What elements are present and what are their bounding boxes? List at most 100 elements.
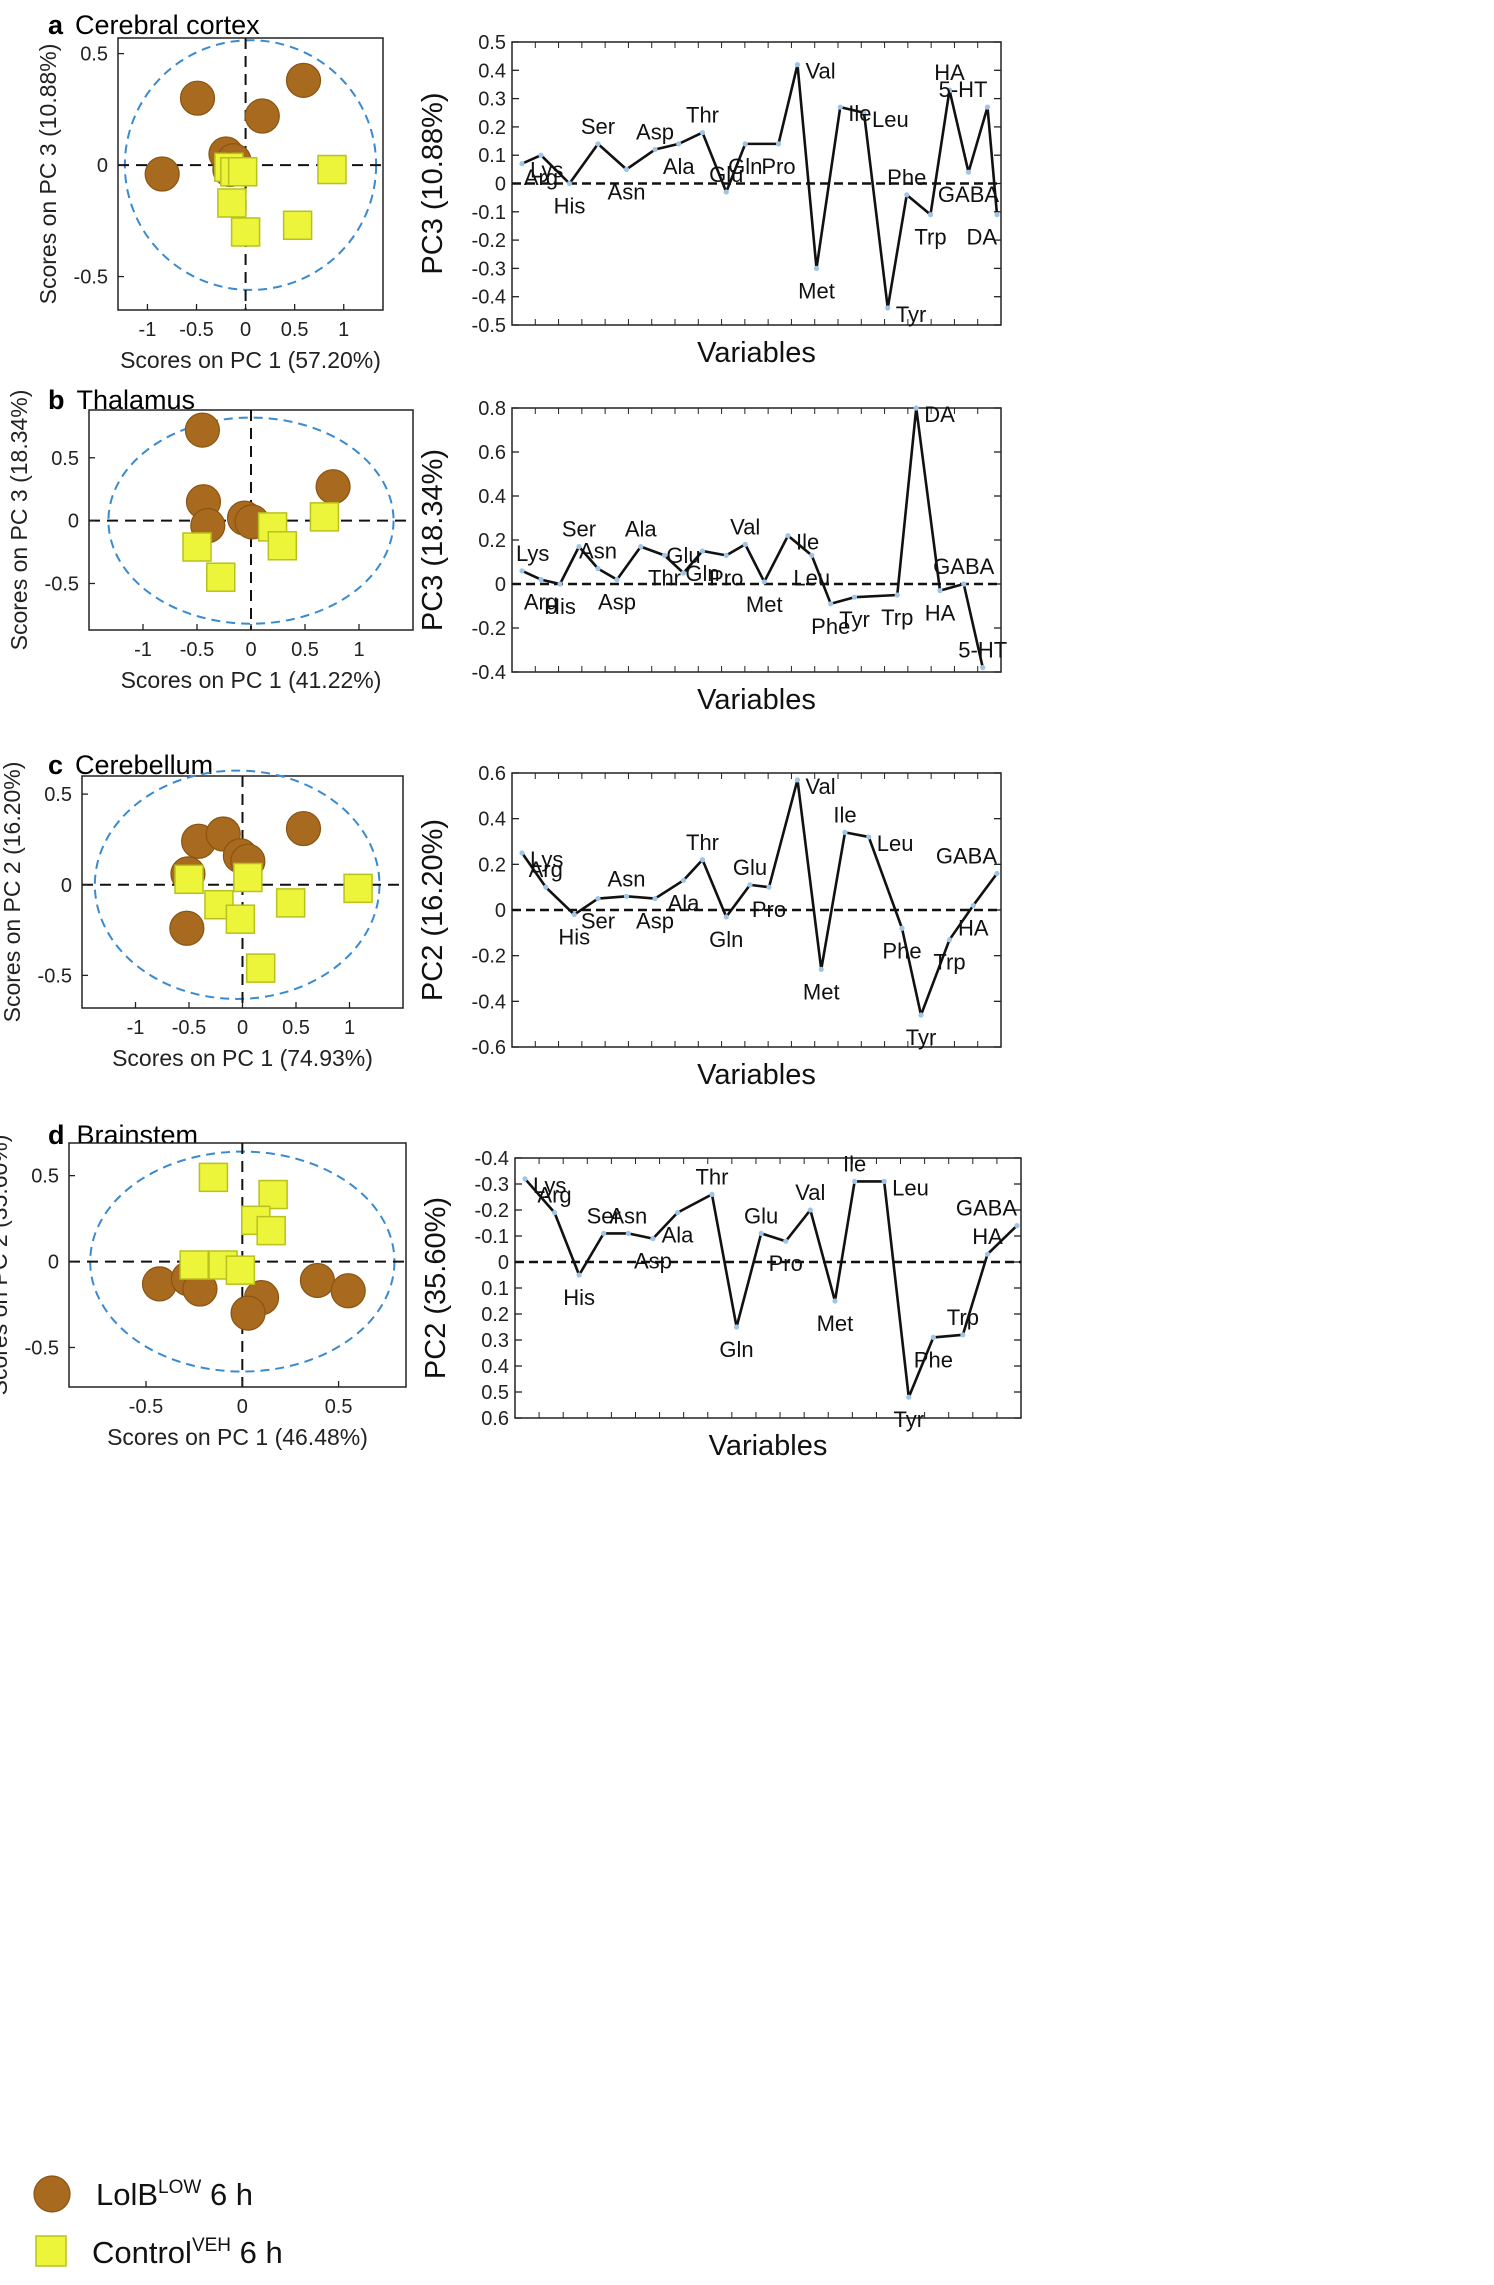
legend-lolb-sup: LOW	[158, 2177, 201, 2198]
loading-marker	[828, 601, 834, 607]
loading-marker	[994, 212, 1000, 218]
variable-label: Gln	[709, 927, 743, 952]
loading-marker	[1014, 1223, 1020, 1229]
x-tick-label: -0.5	[179, 319, 213, 341]
variable-label: HA	[925, 601, 956, 626]
legend-control-sup: VEH	[192, 2235, 231, 2256]
loading-marker	[601, 1230, 607, 1236]
loading-marker	[818, 966, 824, 972]
loading-marker	[885, 305, 891, 311]
loading-marker	[709, 1191, 715, 1197]
loadings-y-label: PC3 (10.88%)	[417, 92, 449, 274]
loading-marker	[904, 192, 910, 198]
variable-label: Lys	[530, 158, 563, 183]
variable-label: Tyr	[906, 1025, 937, 1050]
loading-marker	[965, 169, 972, 175]
variable-label: Ile	[796, 530, 819, 555]
loading-marker	[984, 1251, 991, 1257]
loading-marker	[832, 1298, 838, 1304]
x-tick-label: -0.5	[172, 1017, 206, 1039]
y-tick-label: 0.4	[478, 809, 506, 831]
panel-letter: b	[48, 385, 65, 415]
variable-label: DA	[966, 225, 997, 250]
lolb-point	[299, 1262, 336, 1299]
y-tick-label: 0.5	[481, 1382, 509, 1404]
variable-label: Asn	[608, 866, 646, 891]
y-tick-label: -0.2	[475, 1200, 509, 1222]
variable-label: Phe	[882, 938, 921, 963]
legend-lolb-label: LolBLOW 6 h	[96, 2177, 253, 2212]
variable-label: GABA	[933, 554, 994, 579]
loading-marker	[661, 552, 668, 559]
variable-label: Ile	[848, 101, 871, 126]
loadings-plot: -0.5-0.4-0.3-0.2-0.100.10.20.30.40.5LysA…	[417, 32, 1002, 369]
loadings-x-label: Variables	[709, 1430, 828, 1462]
loading-marker	[676, 141, 682, 147]
variable-label: Glu	[744, 1203, 778, 1228]
y-tick-label: 0.2	[478, 117, 506, 139]
panel-title-text: Cerebellum	[75, 750, 213, 780]
control-point	[343, 873, 373, 904]
loading-marker	[571, 911, 577, 918]
control-point	[317, 154, 347, 185]
loading-marker	[984, 104, 991, 110]
y-tick-label: -0.2	[472, 230, 506, 252]
y-tick-label: -0.5	[38, 965, 72, 987]
variable-label: GABA	[936, 843, 997, 868]
scores-plot: -1 -0.5 0 0.5 1 -0.5 0 0.5 Scores on PC 1 (41.22…	[6, 390, 414, 693]
y-tick-label: 0.5	[31, 1166, 59, 1188]
loading-marker	[761, 579, 767, 585]
loading-marker	[946, 87, 953, 93]
variable-label: His	[563, 1285, 595, 1310]
control-point	[230, 217, 261, 247]
loading-marker	[785, 533, 791, 539]
y-tick-label: 0.1	[478, 145, 506, 167]
y-tick-label: 0.5	[51, 448, 79, 470]
control-point	[256, 1215, 286, 1246]
loading-marker	[723, 552, 729, 559]
y-tick-label: -0.4	[475, 1148, 509, 1170]
variable-label: Ile	[843, 1151, 866, 1176]
x-tick-label: 0	[237, 1396, 248, 1418]
y-tick-label: 0.5	[478, 32, 506, 54]
loading-marker	[851, 594, 858, 600]
variable-label: Pro	[769, 1251, 803, 1276]
variable-label: Ala	[625, 517, 658, 542]
variable-label: HA	[972, 1224, 1003, 1249]
loading-marker	[758, 1230, 764, 1236]
x-tick-label: 0	[240, 319, 251, 341]
loading-marker	[543, 884, 549, 890]
variable-label: Arg	[524, 165, 558, 190]
loadings-line	[521, 63, 999, 310]
variable-label: Ser	[587, 1203, 621, 1228]
variable-label: Thr	[686, 103, 719, 128]
control-point	[174, 864, 204, 895]
lolb-point	[285, 810, 322, 847]
lolb-point	[315, 469, 351, 505]
y-tick-label: 0.2	[481, 1304, 509, 1326]
variable-label: Val	[730, 514, 760, 539]
control-point	[309, 502, 340, 532]
variable-label: Asp	[634, 1249, 672, 1274]
variable-label: Met	[746, 592, 783, 617]
variable-label: Arg	[524, 590, 558, 615]
variable-label: Ser	[581, 114, 615, 139]
loading-marker	[595, 141, 601, 147]
variable-label: Asn	[609, 1203, 647, 1228]
loading-marker	[538, 152, 544, 158]
loading-marker	[918, 1012, 924, 1018]
y-tick-label: -0.4	[472, 662, 506, 684]
y-tick-label: -0.4	[472, 991, 506, 1013]
variable-label: HA	[958, 915, 989, 940]
variable-label: HA	[934, 60, 965, 85]
lolb-point	[169, 910, 205, 946]
scores-plot: -1 -0.5 0 0.5 1 -0.5 0 0.5 Scores on PC 1 (74.93…	[0, 762, 404, 1071]
loading-marker	[699, 857, 706, 863]
variable-label: Glu	[709, 162, 743, 187]
x-tick-label: -1	[127, 1017, 145, 1039]
control-point	[198, 1162, 229, 1193]
loading-marker	[970, 902, 976, 909]
y-tick-label: 0	[48, 1252, 59, 1274]
